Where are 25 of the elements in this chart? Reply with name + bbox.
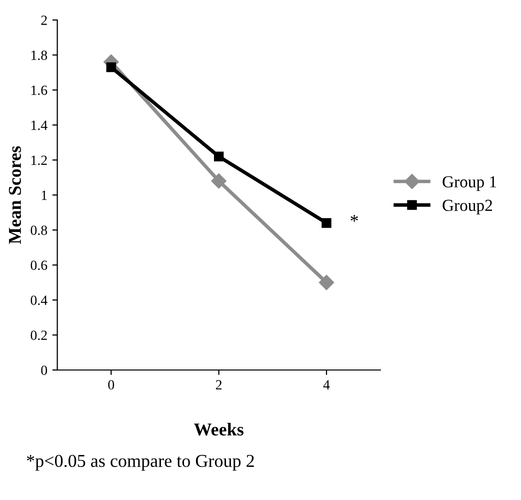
point	[318, 274, 334, 290]
legend-label: Group 1	[442, 176, 496, 191]
y-tick-label: 1.8	[31, 50, 48, 60]
y-tick-label: 0.6	[30, 260, 48, 270]
y-tick-label: 1.6	[31, 86, 48, 96]
y-axis-title: Mean Scores	[8, 146, 22, 244]
x-tick-label: 0	[108, 380, 114, 390]
legend-label: Group2	[442, 200, 492, 214]
point	[106, 62, 116, 72]
point	[214, 152, 224, 162]
x-tick-label: 2	[216, 380, 222, 390]
point	[322, 218, 332, 228]
x-axis-title: Weeks	[194, 422, 244, 436]
y-tick-label: 0.8	[30, 226, 48, 236]
point	[211, 173, 226, 189]
y-tick-label: 1.4	[31, 120, 48, 130]
y-tick-label: 0.2	[30, 330, 47, 340]
y-tick-label: 2	[41, 16, 47, 25]
y-tick-label: 1.2	[31, 156, 47, 166]
text: *p<0.05 as compare to Group 2	[26, 454, 254, 471]
x-tick-label: 4	[323, 380, 330, 390]
y-tick-label: 0	[41, 366, 48, 375]
y-tick-label: 1	[42, 190, 47, 200]
y-tick-label: 0.4	[30, 296, 48, 306]
annotation: *	[350, 215, 358, 222]
